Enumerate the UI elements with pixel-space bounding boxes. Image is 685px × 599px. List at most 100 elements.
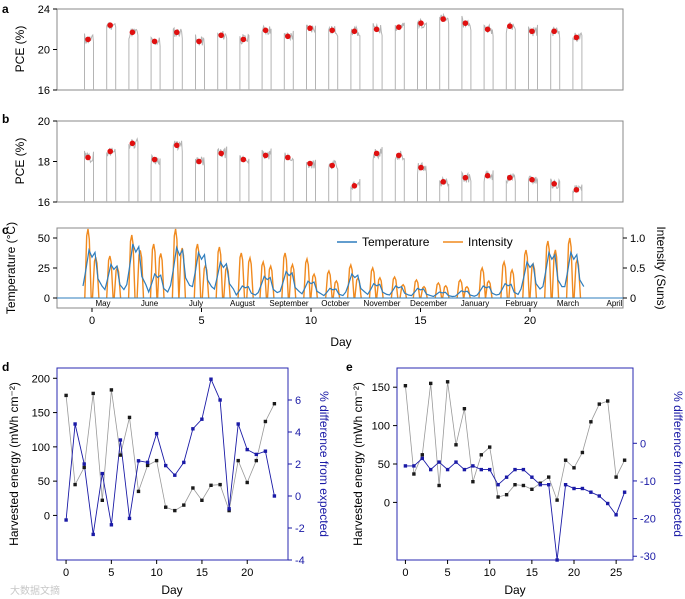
y2-axis-label-c: Intensity (Suns) xyxy=(654,226,668,309)
pce-marker-day-1 xyxy=(107,22,113,29)
e-x-tick-label-4: 20 xyxy=(568,567,580,579)
difference-marker-d-23 xyxy=(272,494,277,498)
plot-frame-d xyxy=(56,367,289,561)
ticks-d: 0 50 100 150 200 -4 -2 0 2 4 6 0 5 10 15 20 xyxy=(32,373,305,579)
panel-letter-c: c xyxy=(2,223,9,237)
energy-line-e xyxy=(405,381,625,502)
energy-marker-e-25 xyxy=(614,475,618,479)
y-ticks-b: 16 18 20 xyxy=(38,116,57,209)
difference-marker-e-26 xyxy=(622,490,627,494)
difference-marker-e-18 xyxy=(555,558,559,562)
pce-marker-day-16 xyxy=(440,179,447,185)
energy-marker-d-13 xyxy=(182,503,186,507)
energy-marker-e-1 xyxy=(412,472,416,476)
energy-marker-e-12 xyxy=(504,493,509,497)
pce-trace-day-10 xyxy=(306,159,316,202)
energy-marker-d-22 xyxy=(263,419,268,424)
pce-trace-day-17 xyxy=(461,170,472,202)
difference-marker-e-22 xyxy=(589,490,593,494)
pce-trace-day-20 xyxy=(528,24,538,90)
pce-trace-day-6 xyxy=(217,146,228,202)
difference-marker-d-0 xyxy=(64,518,68,522)
energy-marker-d-0 xyxy=(64,393,68,398)
month-label-0: May xyxy=(95,299,110,308)
energy-marker-e-2 xyxy=(420,453,424,457)
energy-marker-d-21 xyxy=(254,458,258,463)
panel-letter-d: d xyxy=(2,360,9,374)
difference-marker-e-2 xyxy=(420,456,424,461)
difference-marker-e-25 xyxy=(614,513,618,517)
difference-marker-e-10 xyxy=(488,467,492,472)
energy-marker-d-1 xyxy=(73,482,77,487)
energy-marker-d-12 xyxy=(173,508,177,513)
pce-markers-b xyxy=(85,140,580,193)
difference-marker-d-6 xyxy=(118,438,123,442)
y-axis-label-e: Harvested energy (mWh cm⁻²) xyxy=(351,382,365,546)
month-label-8: January xyxy=(461,299,489,308)
difference-marker-e-12 xyxy=(504,475,509,479)
energy-marker-e-15 xyxy=(530,487,534,491)
temperature-line xyxy=(82,243,585,298)
pce-marker-day-19 xyxy=(507,174,513,181)
d-y-tick-label-4: 200 xyxy=(32,373,50,385)
energy-marker-d-15 xyxy=(200,498,204,502)
pce-trace-day-16 xyxy=(439,176,450,202)
y-tick-label-a-1: 20 xyxy=(38,45,50,57)
d-y2-tick-label-4: 4 xyxy=(295,427,301,439)
energy-marker-d-7 xyxy=(127,415,132,420)
energy-marker-e-0 xyxy=(403,384,408,388)
c-x-tick-label-1: 5 xyxy=(198,315,204,327)
e-y2-tick-label-0: -30 xyxy=(640,551,656,563)
difference-marker-d-17 xyxy=(218,398,222,402)
y-tick-label-b-2: 20 xyxy=(38,116,50,128)
pce-trace-day-6 xyxy=(217,31,228,90)
pce-marker-day-3 xyxy=(151,38,158,45)
difference-marker-d-4 xyxy=(100,471,104,476)
energy-marker-e-23 xyxy=(597,402,601,406)
pce-marker-day-9 xyxy=(285,33,291,40)
d-y2-tick-label-3: 2 xyxy=(295,459,301,471)
plot-frame-e xyxy=(396,367,634,561)
pce-marker-day-7 xyxy=(240,36,247,43)
difference-marker-d-1 xyxy=(73,422,77,426)
energy-marker-e-8 xyxy=(471,480,475,484)
pce-trace-day-16 xyxy=(439,12,450,90)
d-y-tick-label-3: 150 xyxy=(32,408,50,420)
energy-marker-d-9 xyxy=(145,463,150,468)
energy-marker-d-16 xyxy=(209,483,213,487)
pce-trace-day-19 xyxy=(505,173,516,202)
legend-intensity-label: Intensity xyxy=(468,235,513,249)
d-y-tick-label-2: 100 xyxy=(32,442,50,454)
difference-marker-e-20 xyxy=(572,486,576,491)
y-tick-label-a-0: 16 xyxy=(38,85,50,97)
energy-line-d xyxy=(65,389,275,513)
difference-marker-e-11 xyxy=(496,483,500,487)
energy-marker-e-21 xyxy=(580,450,585,455)
energy-marker-d-17 xyxy=(218,482,222,487)
pce-marker-day-17 xyxy=(462,174,469,181)
difference-line-d xyxy=(65,377,275,535)
pce-marker-day-0 xyxy=(85,36,91,43)
energy-marker-e-22 xyxy=(589,420,593,424)
pce-marker-day-6 xyxy=(218,32,224,39)
pce-trace-day-0 xyxy=(84,150,94,202)
energy-marker-d-3 xyxy=(91,391,95,396)
month-label-6: November xyxy=(364,299,401,308)
month-label-5: October xyxy=(321,299,350,308)
difference-marker-e-23 xyxy=(597,494,601,498)
d-x-tick-label-0: 0 xyxy=(63,567,69,579)
energy-marker-d-2 xyxy=(82,465,86,470)
ticks-e: 0 50 100 150 -30 -20 -10 0 0 5 10 15 20 25 xyxy=(372,382,656,579)
energy-marker-e-13 xyxy=(513,483,517,487)
e-y2-tick-label-3: 0 xyxy=(640,438,646,450)
pce-trace-day-1 xyxy=(106,147,117,202)
c-x-tick-label-3: 15 xyxy=(414,315,426,327)
e-x-tick-label-1: 5 xyxy=(445,567,451,579)
temperature-series xyxy=(57,243,623,299)
d-x-tick-label-4: 20 xyxy=(241,567,253,579)
energy-marker-e-7 xyxy=(462,407,467,411)
pce-marker-day-8 xyxy=(262,152,269,159)
difference-marker-d-16 xyxy=(209,377,213,381)
pce-trace-day-7 xyxy=(239,155,250,202)
d-x-tick-label-1: 5 xyxy=(108,567,114,579)
